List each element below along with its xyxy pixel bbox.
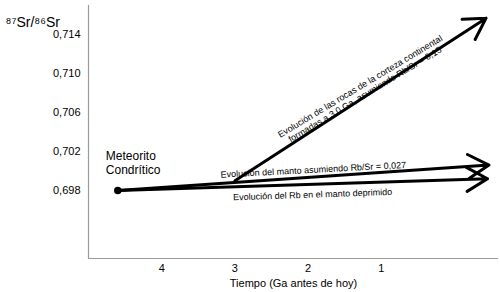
svg-text:MeteoritoCondrítico: MeteoritoCondrítico xyxy=(106,149,161,177)
svg-text:1: 1 xyxy=(378,262,384,274)
svg-text:Evolución del Rb en el manto d: Evolución del Rb en el manto deprimido xyxy=(233,187,392,203)
svg-text:4: 4 xyxy=(159,262,165,274)
svg-text:0,698: 0,698 xyxy=(53,184,81,196)
svg-text:2: 2 xyxy=(305,262,311,274)
svg-text:3: 3 xyxy=(232,262,238,274)
svg-text:⁸⁷Sr/⁸⁶Sr: ⁸⁷Sr/⁸⁶Sr xyxy=(6,14,61,30)
svg-text:0,702: 0,702 xyxy=(53,145,81,157)
svg-text:0,710: 0,710 xyxy=(53,67,81,79)
svg-text:Evolución de las rocas de la c: Evolución de las rocas de la corteza con… xyxy=(276,33,449,148)
svg-text:Tiempo (Ga antes de hoy): Tiempo (Ga antes de hoy) xyxy=(230,277,357,289)
svg-text:Evolución del manto asumiendo: Evolución del manto asumiendo Rb/Sr = 0,… xyxy=(220,160,406,180)
svg-text:0,714: 0,714 xyxy=(53,28,81,41)
svg-text:0,706: 0,706 xyxy=(53,106,81,118)
